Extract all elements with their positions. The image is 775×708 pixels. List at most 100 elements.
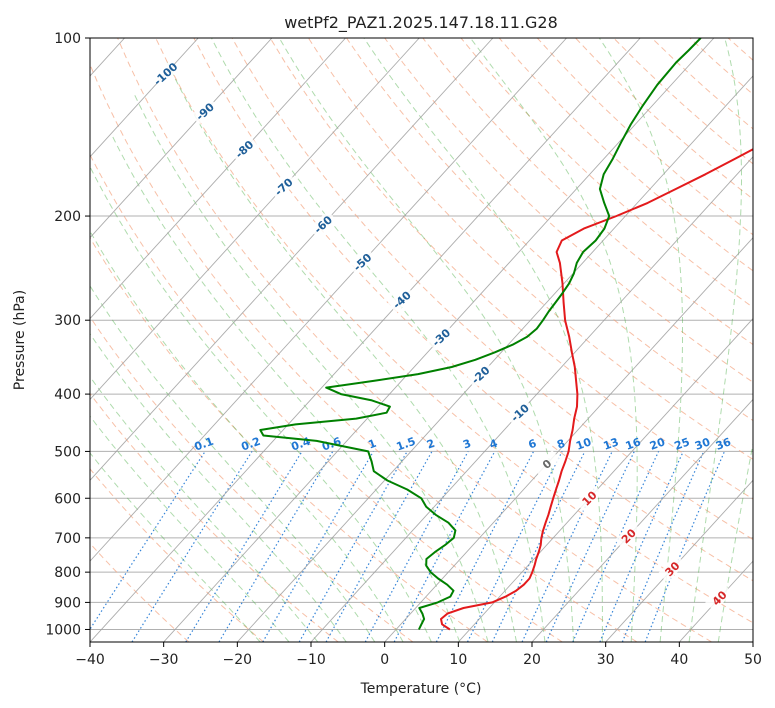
isotherm-label-bg	[229, 135, 258, 163]
mixing-ratio-label: 10	[574, 435, 593, 453]
dry-adiabat-label-bg	[575, 484, 603, 512]
mixing-ratio-label: 36	[714, 435, 733, 453]
moist-adiabat-label-bg	[532, 450, 561, 477]
isotherm	[90, 38, 420, 401]
moist-adiabat	[90, 230, 404, 642]
mixing-ratio-line	[491, 451, 586, 642]
isotherm	[237, 75, 753, 642]
isotherm	[605, 479, 753, 642]
dry-adiabat	[536, 38, 753, 236]
plot-area: 0.1 0.2 0.4 0.6 1 1.5 2 3 4 6 8 10 13 16 20 25 30 36-100-…	[90, 38, 753, 642]
moist-adiabat	[598, 38, 683, 642]
moist-adiabat	[90, 452, 261, 642]
y-tick-label: 800	[54, 565, 81, 581]
mixing-ratio-line	[90, 451, 206, 631]
x-tick-label: 40	[670, 652, 688, 668]
moist-adiabat	[278, 38, 575, 642]
y-tick-label: 500	[54, 444, 81, 460]
moist-adiabat	[90, 415, 290, 642]
mixing-ratio-label: 0.4	[289, 435, 312, 454]
mixing-ratio-line	[364, 451, 469, 642]
x-tick-label: −30	[149, 652, 179, 668]
y-tick-label: 1000	[45, 622, 81, 638]
dry-adiabat	[90, 542, 190, 642]
x-tick-label: 10	[449, 652, 467, 668]
y-tick-label: 400	[54, 387, 81, 403]
dry-adiabat	[90, 153, 563, 642]
isopleth-labels: 0.1 0.2 0.4 0.6 1 1.5 2 3 4 6 8 10 13 16 20 25 30 36-100-…	[151, 60, 733, 612]
dewpoint-line	[259, 38, 702, 630]
mixing-ratio-line	[572, 451, 660, 642]
temperature-line	[440, 148, 753, 631]
dry-adiabat	[90, 392, 339, 642]
x-tick-label: −20	[223, 652, 253, 668]
isotherm-label-bg	[151, 59, 180, 88]
mixing-ratio-line	[298, 451, 408, 642]
moist-adiabat	[90, 332, 347, 642]
x-tick-label: 30	[597, 652, 615, 668]
dry-adiabat	[193, 38, 753, 582]
isotherm-label-bg	[348, 248, 377, 276]
isotherm	[90, 38, 641, 642]
dry-adiabat	[90, 63, 638, 642]
mixing-ratio-label: 16	[624, 435, 643, 453]
mixing-ratio-line	[435, 451, 535, 642]
isotherm	[90, 38, 567, 562]
dry-adiabat	[117, 38, 712, 642]
x-tick-label: 50	[744, 652, 762, 668]
isotherm-label-bg	[190, 97, 219, 125]
y-axis: 100 200 300 400 500 600 700 800 900 1000	[45, 31, 90, 638]
mixing-ratio-label: 8	[555, 437, 567, 452]
mixing-ratio-label: 4	[488, 437, 500, 452]
x-tick-label: −40	[75, 652, 105, 668]
mixing-ratio-label: 20	[648, 435, 667, 453]
mixing-ratio-label: 0.1	[193, 435, 216, 454]
isotherm	[752, 641, 753, 642]
isotherm	[90, 38, 494, 481]
isotherm	[458, 317, 753, 642]
dry-adiabat	[689, 38, 753, 95]
moist-adiabats	[90, 38, 753, 642]
chart-title: wetPf2_PAZ1.2025.147.18.11.G28	[284, 13, 558, 33]
dry-adiabat	[651, 38, 753, 130]
dry-adiabat	[727, 38, 753, 61]
isotherm	[531, 398, 753, 642]
mixing-ratio-line	[185, 451, 303, 642]
mixing-ratio-line	[262, 451, 374, 642]
mixing-ratio-label: 0.2	[239, 435, 262, 454]
y-tick-label: 200	[54, 209, 81, 225]
y-tick-label: 900	[54, 595, 81, 611]
isotherm-label-bg	[308, 210, 337, 238]
isotherm-label: -100	[151, 60, 180, 88]
isotherm	[90, 38, 199, 158]
mixing-ratio-label: 1	[366, 437, 378, 452]
mixing-ratio-line	[521, 451, 613, 642]
dry-adiabat	[460, 38, 753, 309]
mixing-ratio-label: 13	[602, 435, 621, 452]
mixing-ratio-line	[644, 451, 726, 642]
mixing-ratio-label: 25	[673, 435, 692, 452]
y-tick-label: 300	[54, 313, 81, 329]
profile-series	[259, 38, 753, 631]
y-tick-label: 100	[54, 31, 81, 47]
dry-adiabat	[90, 468, 264, 642]
moist-adiabat	[166, 62, 517, 642]
dry-adiabat	[575, 38, 753, 200]
x-axis-label: Temperature (°C)	[360, 681, 482, 697]
isotherm-label-bg	[387, 285, 416, 313]
moist-adiabat	[90, 165, 432, 642]
moist-adiabat	[470, 38, 638, 642]
moist-adiabat	[363, 38, 603, 642]
dry-adiabat-label-bg	[705, 583, 733, 612]
isotherm	[90, 38, 273, 239]
mixing-ratio-label: 30	[693, 435, 712, 453]
moist-adiabat	[110, 133, 461, 642]
isotherm	[310, 156, 753, 642]
moist-adiabat	[717, 441, 753, 642]
mixing-ratio-label: 6	[527, 437, 539, 452]
y-axis-label: Pressure (hPa)	[12, 290, 28, 390]
y-tick-label: 600	[54, 491, 81, 507]
isotherm-label-bg	[505, 398, 534, 426]
isotherm-label-bg	[269, 172, 298, 201]
dry-adiabat	[346, 38, 753, 422]
